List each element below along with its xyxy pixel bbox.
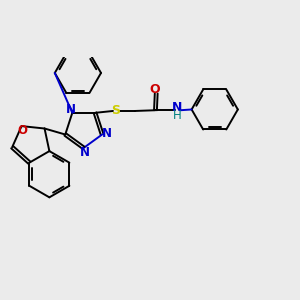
Text: N: N — [172, 101, 182, 115]
Text: N: N — [66, 103, 76, 116]
Text: N: N — [102, 127, 112, 140]
Text: O: O — [150, 83, 160, 96]
Text: H: H — [173, 109, 182, 122]
Text: S: S — [111, 104, 120, 118]
Text: O: O — [17, 124, 27, 137]
Text: N: N — [80, 146, 90, 159]
